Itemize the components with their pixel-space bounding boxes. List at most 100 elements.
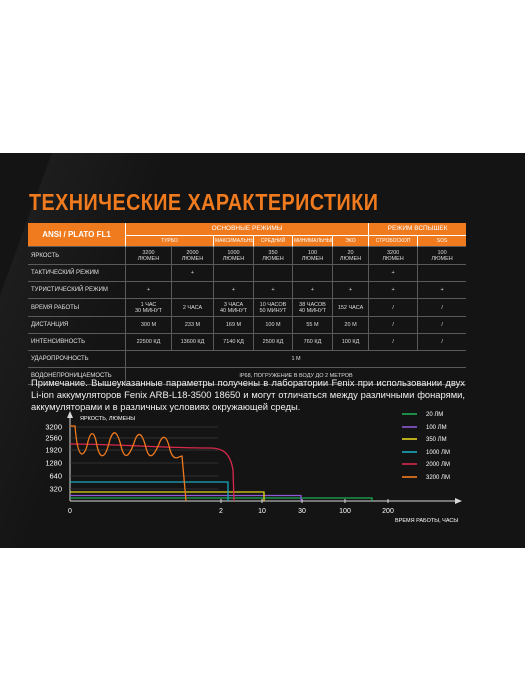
series-line xyxy=(70,481,229,501)
table-cell: + xyxy=(214,282,254,299)
spec-table: ANSI / PLATO FL1 ОСНОВНЫЕ РЕЖИМЫ РЕЖИМ В… xyxy=(28,223,467,385)
table-cell: 20 М xyxy=(333,317,370,334)
y-tick-label: 320 xyxy=(49,485,62,494)
table-cell: 152 ЧАСА xyxy=(333,299,370,317)
mode-header: ТУРБО xyxy=(126,236,214,247)
x-tick-label: 2 xyxy=(219,508,223,515)
row-label: ВОДОНЕПРОНИЦАЕМОСТЬ xyxy=(28,368,126,385)
table-cell: 10 ЧАСОВ 50 МИНУТ xyxy=(254,299,293,317)
series-line xyxy=(70,425,187,502)
table-cell: 2 ЧАСА xyxy=(172,299,214,317)
table-cell: + xyxy=(333,282,370,299)
table-cell xyxy=(333,265,370,282)
legend-label: 2000 ЛМ xyxy=(426,462,450,468)
x-tick-label: 0 xyxy=(68,508,72,515)
table-cell: / xyxy=(369,334,419,351)
mode-header: ЭКО xyxy=(333,236,370,247)
series-line xyxy=(70,494,302,501)
table-cell: 38 ЧАСОВ 40 МИНУТ xyxy=(293,299,333,317)
y-tick-label: 1920 xyxy=(45,446,62,455)
table-cell: 760 КД xyxy=(293,334,333,351)
table-cell: + xyxy=(369,282,419,299)
y-axis-label: ЯРКОСТЬ, ЛЮМЕНЫ xyxy=(80,416,135,422)
table-cell xyxy=(214,265,254,282)
table-cell: 100 ЛЮМЕН xyxy=(293,247,333,265)
legend-label: 1000 ЛМ xyxy=(426,450,450,456)
x-axis-arrow xyxy=(455,498,462,504)
legend-label: 3200 ЛМ xyxy=(426,475,450,481)
x-tick-label: 100 xyxy=(339,508,351,515)
table-cell: 100 КД xyxy=(333,334,370,351)
table-cell: 1 М xyxy=(126,351,467,368)
table-cell: 22500 КД xyxy=(126,334,172,351)
group-header-flash: РЕЖИМ ВСПЫШЕК xyxy=(369,223,467,236)
table-cell xyxy=(293,265,333,282)
table-cell: 55 М xyxy=(293,317,333,334)
row-label: ТАКТИЧЕСКИЙ РЕЖИМ xyxy=(28,265,126,282)
table-cell: 100 М xyxy=(254,317,293,334)
table-cell: / xyxy=(418,317,467,334)
table-cell: IP68, ПОГРУЖЕНИЕ В ВОДУ ДО 2 МЕТРОВ xyxy=(126,368,467,385)
spec-panel: ТЕХНИЧЕСКИЕ ХАРАКТЕРИСТИКИ ANSI / PLATO … xyxy=(0,153,525,548)
mode-header: СТРОБОСКОП xyxy=(369,236,419,247)
table-cell: + xyxy=(172,265,214,282)
row-label: ТУРИСТИЧЕСКИЙ РЕЖИМ xyxy=(28,282,126,299)
table-cell: 350 ЛЮМЕН xyxy=(254,247,293,265)
model-header: ANSI / PLATO FL1 xyxy=(28,223,126,247)
row-label: ДИСТАНЦИЯ xyxy=(28,317,126,334)
legend-label: 100 ЛМ xyxy=(426,425,447,431)
table-cell: + xyxy=(126,282,172,299)
row-label: ЯРКОСТЬ xyxy=(28,247,126,265)
table-cell: / xyxy=(369,299,419,317)
legend-label: 20 ЛМ xyxy=(426,412,443,418)
x-tick-label: 30 xyxy=(298,508,306,515)
table-cell: 169 М xyxy=(214,317,254,334)
table-cell: 13600 КД xyxy=(172,334,214,351)
mode-header: СРЕДНИЙ xyxy=(254,236,293,247)
row-label: ИНТЕНСИВНОСТЬ xyxy=(28,334,126,351)
mode-header: МАКСИМАЛЬНЫЙ xyxy=(214,236,254,247)
table-cell: + xyxy=(369,265,419,282)
note-text: Примечание. Вышеуказанные параметры полу… xyxy=(31,377,465,412)
y-tick-label: 1280 xyxy=(45,459,62,468)
legend-label: 350 ЛМ xyxy=(426,437,447,443)
table-cell: 100 ЛЮМЕН xyxy=(418,247,467,265)
y-axis-arrow xyxy=(67,411,73,418)
table-cell: / xyxy=(418,334,467,351)
row-label: ВРЕМЯ РАБОТЫ xyxy=(28,299,126,317)
table-cell: 20 ЛЮМЕН xyxy=(333,247,370,265)
table-cell: + xyxy=(254,282,293,299)
table-cell: 2500 КД xyxy=(254,334,293,351)
mode-header: SOS xyxy=(418,236,467,247)
table-cell: / xyxy=(369,317,419,334)
x-tick-label: 10 xyxy=(258,508,266,515)
series-line xyxy=(69,443,235,502)
table-cell: 233 М xyxy=(172,317,214,334)
series-line xyxy=(70,497,373,501)
x-axis-label: ВРЕМЯ РАБОТЫ, ЧАСЫ xyxy=(395,518,458,524)
table-cell xyxy=(254,265,293,282)
table-cell: 7140 КД xyxy=(214,334,254,351)
y-tick-label: 640 xyxy=(49,472,62,481)
table-cell: 3200 ЛЮМЕН xyxy=(126,247,172,265)
table-cell xyxy=(126,265,172,282)
table-cell: + xyxy=(418,282,467,299)
table-cell: 3 ЧАСА 40 МИНУТ xyxy=(214,299,254,317)
series-line xyxy=(70,491,265,501)
x-tick-label: 200 xyxy=(382,508,394,515)
y-tick-label: 3200 xyxy=(45,423,62,432)
page-title: ТЕХНИЧЕСКИЕ ХАРАКТЕРИСТИКИ xyxy=(29,189,379,215)
table-cell: 300 М xyxy=(126,317,172,334)
table-cell: 2000 ЛЮМЕН xyxy=(172,247,214,265)
table-cell: 3200 ЛЮМЕН xyxy=(369,247,419,265)
table-cell: / xyxy=(418,299,467,317)
table-cell xyxy=(418,265,467,282)
table-cell xyxy=(172,282,214,299)
group-header-main: ОСНОВНЫЕ РЕЖИМЫ xyxy=(126,223,370,236)
y-tick-label: 2560 xyxy=(45,434,62,443)
table-cell: 1 ЧАС 30 МИНУТ xyxy=(126,299,172,317)
row-label: УДАРОПРОЧНОСТЬ xyxy=(28,351,126,368)
mode-header: МИНИМАЛЬНЫЙ xyxy=(293,236,333,247)
table-cell: + xyxy=(293,282,333,299)
